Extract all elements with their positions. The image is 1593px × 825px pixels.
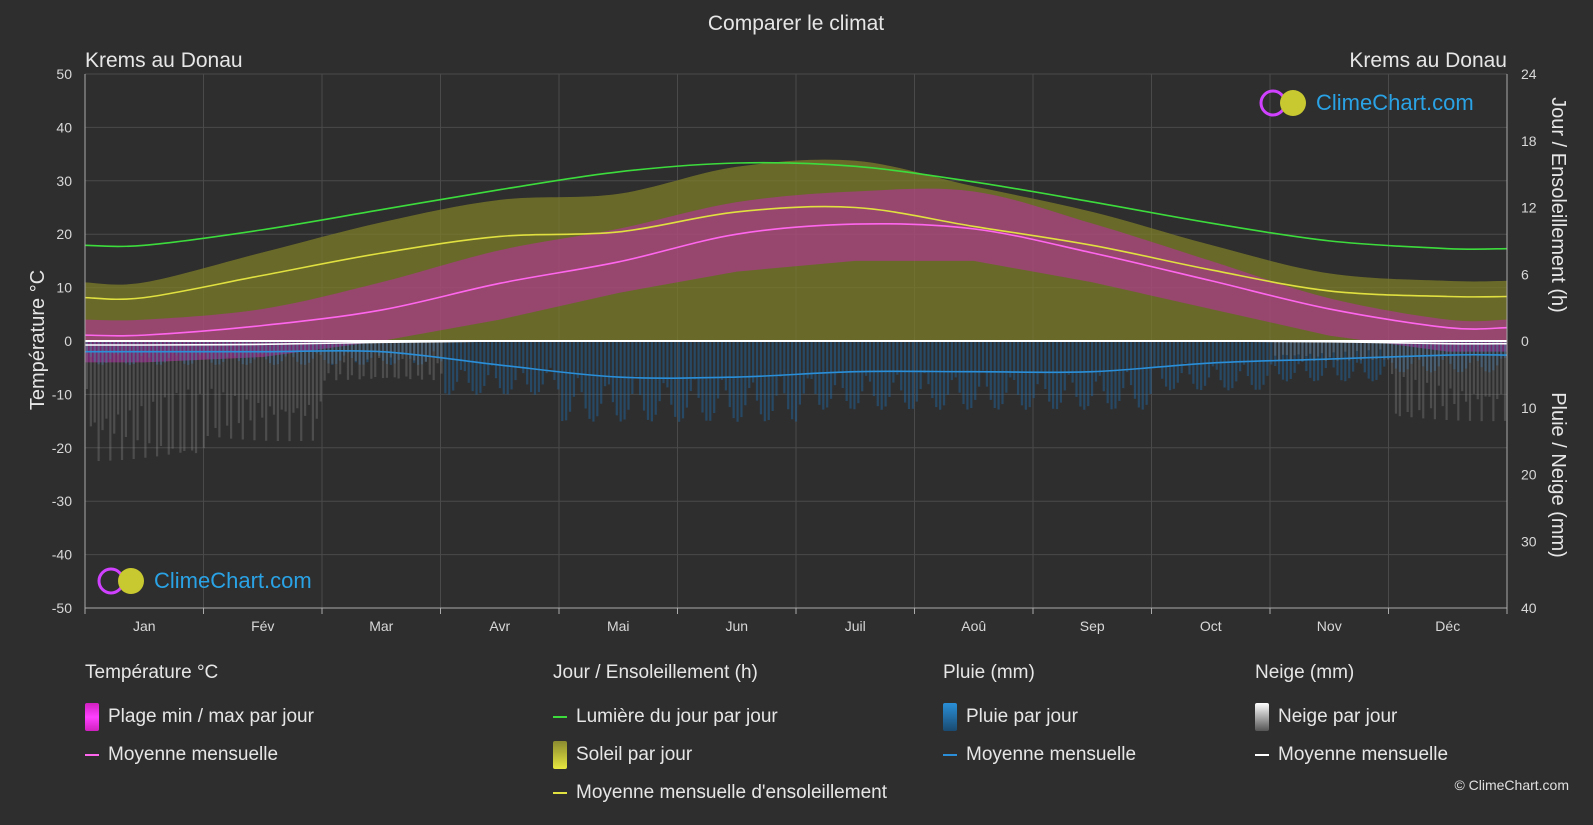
legend-sunshine-avg-label: Moyenne mensuelle d'ensoleillement [576,782,887,803]
legend-rain-daily-label: Pluie par jour [966,706,1078,727]
brand-logo-text: ClimeChart.com [154,568,312,593]
legend-item-daylight: Lumière du jour par jour [553,698,887,736]
tick-label-right-hours: 24 [1521,66,1537,82]
legend-rain-avg-label: Moyenne mensuelle [966,744,1137,765]
legend-temp-range-label: Plage min / max par jour [108,706,314,727]
legend-item-rain-daily: Pluie par jour [943,698,1136,736]
tick-label-left: 40 [56,119,72,135]
tick-label-left: 10 [56,280,72,296]
tick-label-month: Nov [1317,618,1342,634]
tick-label-left: 50 [56,66,72,82]
snow-swatch [1255,703,1269,731]
brand-logo-top[interactable]: ClimeChart.com [1258,88,1474,118]
temp-range-swatch [85,703,99,731]
legend-temperature: Température °C Plage min / max par jour … [85,662,314,774]
legend-snow-daily-label: Neige par jour [1278,706,1398,727]
legend-temp-avg-label: Moyenne mensuelle [108,744,279,765]
location-right: Krems au Donau [1349,49,1507,72]
tick-label-month: Jan [133,618,156,634]
rain-avg-swatch [943,754,957,756]
tick-label-right-mm: 20 [1521,467,1537,483]
snow-avg-line [84,340,1508,346]
legend-item-rain-avg: Moyenne mensuelle [943,736,1136,774]
axis-right-top-label: Jour / Ensoleillement (h) [1547,97,1569,313]
tick-label-left: 30 [56,173,72,189]
climechart-logo-icon [97,567,144,595]
tick-label-month: Mar [369,618,393,634]
legend-sun: Jour / Ensoleillement (h) Lumière du jou… [553,662,887,812]
climechart-logo-icon [1259,89,1306,117]
copyright: © ClimeChart.com [1454,777,1569,793]
tick-label-right-hours: 12 [1521,200,1537,216]
legend-snow-title: Neige (mm) [1255,662,1355,683]
legend-item-snow-avg: Moyenne mensuelle [1255,736,1448,774]
snow-avg-swatch [1255,754,1269,756]
tick-label-month: Fév [251,618,274,634]
legend-rain: Pluie (mm) Pluie par jour Moyenne mensue… [943,662,1136,774]
tick-label-right-hours: 6 [1521,266,1529,282]
tick-label-month: Aoû [961,618,986,634]
tick-label-right-mm: 10 [1521,400,1537,416]
tick-label-right-mm: 40 [1521,600,1537,616]
temp-avg-swatch [85,754,99,756]
tick-label-month: Sep [1080,618,1105,634]
tick-label-left: -10 [52,386,72,402]
legend-rain-title: Pluie (mm) [943,662,1035,683]
legend-snow: Neige (mm) Neige par jour Moyenne mensue… [1255,662,1448,774]
tick-label-left: -40 [52,547,72,563]
tick-label-left: 0 [64,333,72,349]
tick-label-month: Jun [725,618,748,634]
tick-label-month: Juil [845,618,866,634]
tick-label-month: Déc [1435,618,1460,634]
sunshine-avg-line [84,205,1508,301]
tick-label-right-hours: 18 [1521,133,1537,149]
legend-item-sunshine-avg: Moyenne mensuelle d'ensoleillement [553,774,887,812]
legend-snow-avg-label: Moyenne mensuelle [1278,744,1449,765]
legend-daylight-label: Lumière du jour par jour [576,706,778,727]
axis-left-label: Température °C [27,270,49,410]
temperature-avg-line [84,222,1508,337]
tick-label-left: -30 [52,493,72,509]
tick-label-left: -50 [52,600,72,616]
chart-title: Comparer le climat [708,12,884,35]
brand-logo-text: ClimeChart.com [1316,90,1474,115]
daylight-line [84,161,1508,251]
tick-label-left: -20 [52,440,72,456]
axis-right-bottom-label: Pluie / Neige (mm) [1547,392,1569,558]
tick-label-left: 20 [56,226,72,242]
tick-label-month: Oct [1200,618,1222,634]
legend-temperature-title: Température °C [85,662,219,683]
tick-label-right-mm: 30 [1521,533,1537,549]
tick-label-month: Avr [489,618,510,634]
tick-label-month: Mai [607,618,630,634]
legend-item-snow-daily: Neige par jour [1255,698,1448,736]
daylight-swatch [553,716,567,718]
sunshine-avg-swatch [553,792,567,794]
temperature-range-band [85,188,1507,363]
sunshine-area [85,159,1507,341]
legend-item-temp-range: Plage min / max par jour [85,698,314,736]
legend-item-temp-avg: Moyenne mensuelle [85,736,314,774]
legend-sunshine-label: Soleil par jour [576,744,693,765]
sunshine-swatch [553,741,567,769]
location-left: Krems au Donau [85,49,243,72]
rain-avg-line [85,349,1508,379]
rain-swatch [943,703,957,731]
brand-logo-bottom[interactable]: ClimeChart.com [96,566,312,596]
legend-item-sunshine: Soleil par jour [553,736,887,774]
tick-label-right-hours: 0 [1521,333,1529,349]
legend-sun-title: Jour / Ensoleillement (h) [553,662,758,683]
